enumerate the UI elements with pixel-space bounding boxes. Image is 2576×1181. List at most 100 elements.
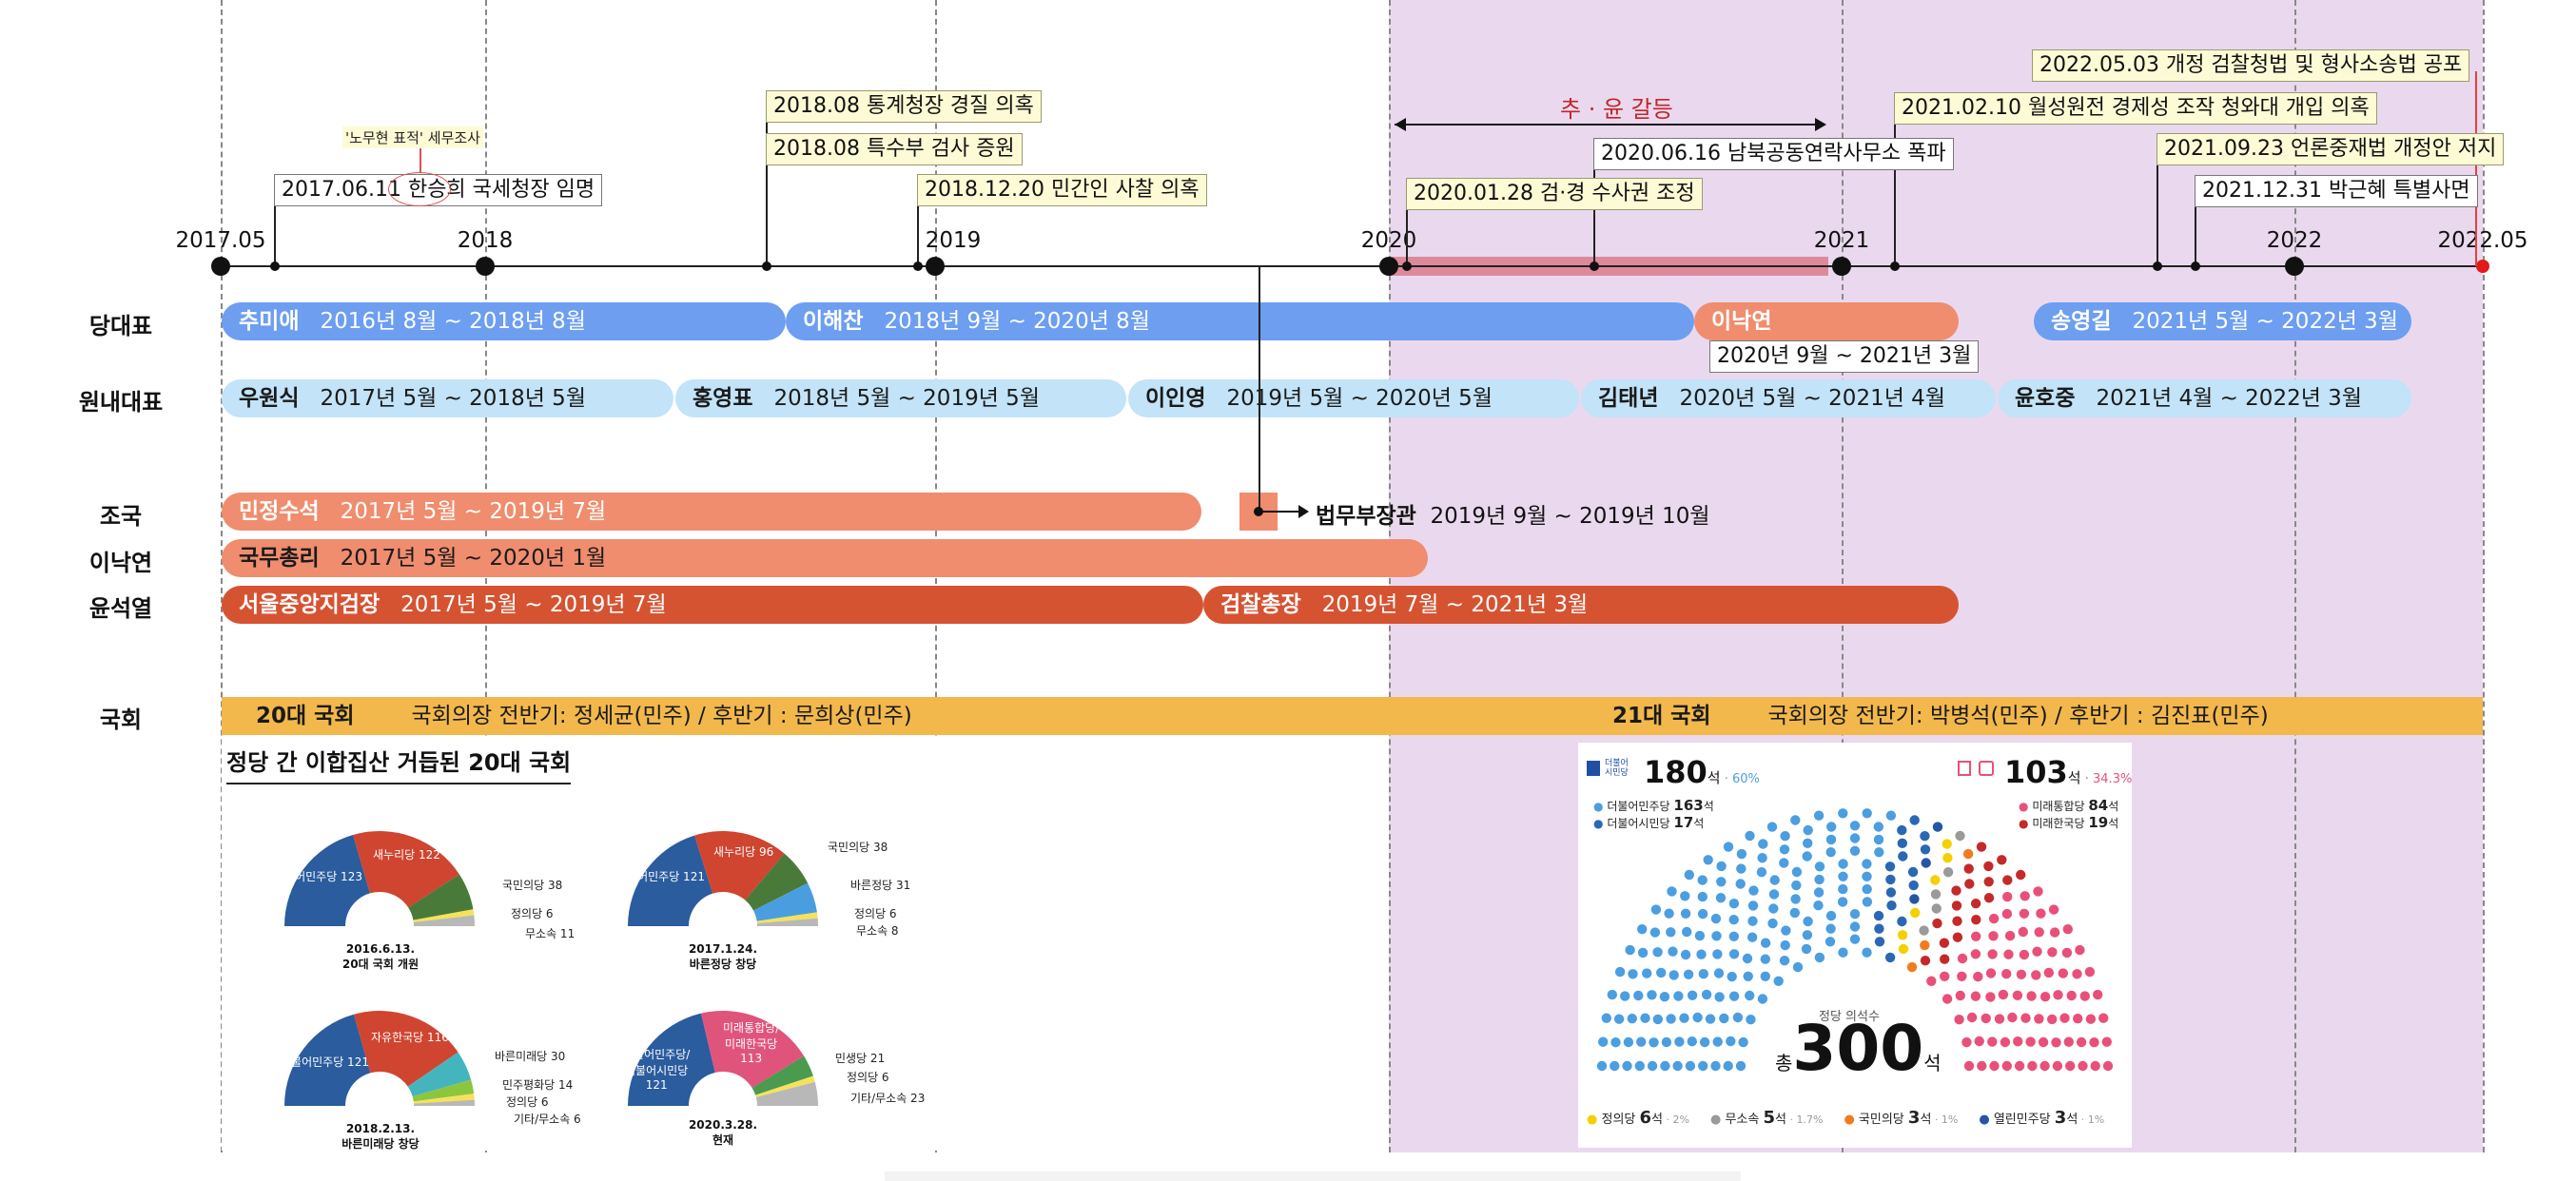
seat-dot [1985, 968, 1997, 978]
seat-dot [1940, 971, 1950, 981]
seat-dot [1838, 871, 1848, 881]
floor-leader-bar: 이인영 2019년 5월 ~ 2020년 5월 [1128, 379, 1579, 417]
year-marker [476, 257, 495, 276]
seat-dot [1966, 1012, 1978, 1023]
seat-dot [2039, 1060, 2050, 1072]
seat-dot [1713, 968, 1725, 978]
seat-dot [1988, 913, 2000, 924]
pie-caption: 2020.3.28. 현재 [688, 1118, 758, 1147]
seat-dot [1932, 918, 1942, 929]
seat-dot [1636, 1036, 1647, 1047]
seat-dot [1692, 1012, 1703, 1023]
seat-dot [1647, 990, 1657, 1000]
event-dot [1590, 261, 1599, 271]
seat-dot [1736, 848, 1747, 860]
seat-dot [1634, 1060, 1645, 1072]
cho-connector-line [1259, 266, 1260, 512]
event-tick [1894, 109, 1896, 266]
seat-dot [1942, 867, 1954, 878]
seat-dot [1963, 1060, 1975, 1072]
seat-dot [1838, 947, 1848, 958]
seat-dot [1987, 949, 1998, 959]
seat-dot [2065, 1060, 2076, 1072]
pie-slice [284, 834, 370, 926]
pm-bar: 국무총리 2017년 5월 ~ 2020년 1월 [222, 539, 1428, 577]
year-label: 2022.05 [2437, 228, 2528, 253]
seat-dot [1803, 838, 1813, 848]
seat-dot [1994, 1014, 2005, 1024]
seat-dot [1698, 1060, 1708, 1072]
party-leader-period-label: 2020년 9월 ~ 2021년 3월 [1709, 340, 1980, 374]
seat-dot [1642, 968, 1652, 978]
seat-dot [1955, 990, 1965, 1001]
seat-dot [2063, 1036, 2074, 1047]
guide-line [2483, 0, 2485, 1152]
seat-dot [1649, 1037, 1659, 1048]
seat-dot [2101, 1036, 2112, 1047]
year-marker [1379, 257, 1398, 276]
seat-dot [1728, 991, 1740, 1001]
pie-slice [353, 831, 459, 908]
event-tick [766, 95, 768, 266]
event-tick [2156, 157, 2158, 266]
seat-dot [1672, 1060, 1683, 1072]
guide-line [2294, 0, 2296, 1152]
seat-dot [1898, 851, 1908, 862]
seat-dot [2051, 1037, 2061, 1048]
seat-dot [1838, 883, 1848, 895]
pie-label: 무소속 8 [856, 924, 899, 938]
floor-leader-bar: 우원식 2017년 5월 ~ 2018년 5월 [222, 379, 673, 417]
seat-dot [1757, 994, 1768, 1004]
bottom-strip [885, 1171, 1741, 1181]
seat-dot [1781, 925, 1791, 936]
pie-label: 국민의당 38 [502, 879, 563, 892]
seat-dot [1714, 992, 1725, 1002]
seat-dot [1814, 874, 1825, 885]
event-dot [2191, 261, 2200, 271]
seat-dot [2078, 1060, 2088, 1072]
seat-dot [1680, 891, 1690, 901]
seat-dot [2052, 1060, 2063, 1072]
conflict-arrow [1395, 124, 1823, 126]
end-marker [2476, 260, 2489, 273]
seat-dot [1596, 1060, 1608, 1072]
assembly-20-bar: 20대 국회 국회의장 전반기: 정세균(민주) / 후반기 : 문희상(민주) [222, 697, 1578, 735]
pie-label: 정의당 6 [854, 907, 897, 920]
chart21-legend: ● 정의당 6석 · 2% ● 무소속 5석 · 1.7% ● 국민의당 3석 … [1587, 1108, 2104, 1128]
seat-dot [1951, 900, 1962, 911]
event-label: 2020.06.16 남북공동연락사무소 폭파 [1593, 138, 1954, 171]
seat-dot [1745, 830, 1755, 842]
seat-dot [1961, 1036, 1972, 1048]
pie-slice [413, 909, 475, 922]
seat-dot [2090, 1060, 2100, 1072]
seat-dot [1727, 971, 1737, 982]
legend-item: ● 무소속 5석 · 1.7% [1709, 1108, 1824, 1128]
seat-dot [2033, 886, 2043, 897]
seat-dot [2031, 970, 2041, 980]
seat-dot [1803, 916, 1813, 927]
seat-dot [1885, 874, 1896, 885]
legend-item: ● 국민의당 3석 · 1% [1844, 1108, 1959, 1128]
seat-dot [1768, 889, 1780, 900]
seat-dot [1728, 915, 1739, 925]
seat-dot [1973, 971, 1983, 982]
seat-dot [2002, 891, 2013, 902]
pie-label: 미래통합당/ 미래한국당 113 [723, 1021, 780, 1065]
seat-dot [1628, 969, 1638, 979]
seat-dot [1954, 1015, 1964, 1025]
event-label: 2021.12.31 박근혜 특별사면 [2195, 175, 2478, 208]
pie-label: 자유한국당 116 [371, 1031, 449, 1044]
pie-slice [413, 915, 475, 926]
event-note: '노무현 표적' 세무조사 [342, 126, 483, 148]
seat-dot [2014, 1060, 2025, 1072]
seat-dot [1826, 822, 1837, 832]
seat-dot [1942, 853, 1953, 863]
seat-dot [1610, 1060, 1620, 1072]
seat-dot [1660, 1060, 1670, 1072]
seat-dot [1849, 845, 1861, 856]
seat-dot [2047, 947, 2058, 958]
seat-dot [2000, 1036, 2011, 1048]
seat-dot [1908, 880, 1919, 891]
seat-dot [1769, 875, 1780, 885]
seat-dot [1977, 1060, 1987, 1072]
